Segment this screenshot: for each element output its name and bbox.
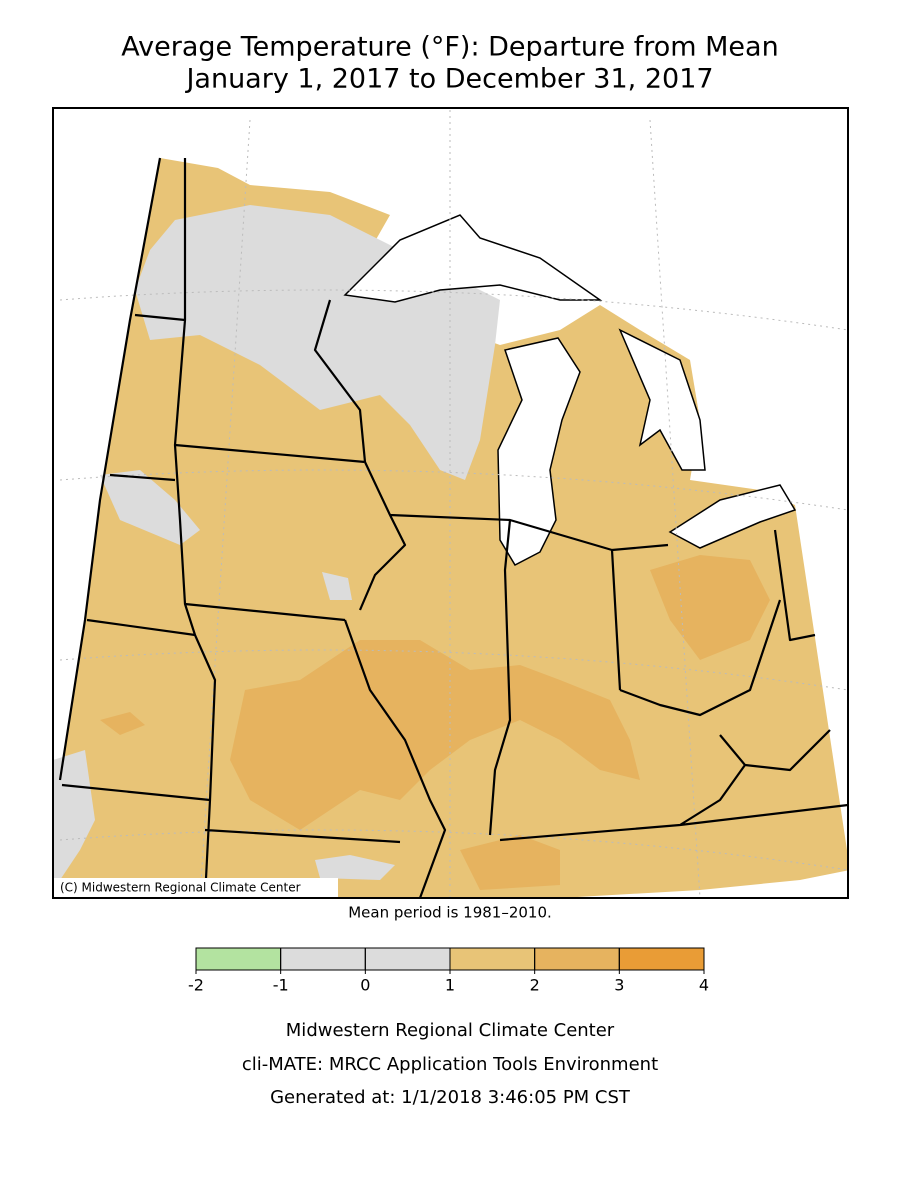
legend-tick-label: -2: [188, 976, 204, 995]
legend-swatch: [534, 947, 620, 971]
lake: [343, 214, 603, 303]
map: (C) Midwestern Regional Climate Center: [52, 107, 849, 899]
legend-tick-label: 2: [530, 976, 540, 995]
legend-tick-label: 1: [445, 976, 455, 995]
footer-line: Midwestern Regional Climate Center: [286, 1020, 615, 1041]
map-frame: [52, 107, 849, 899]
footer-line: Generated at: 1/1/2018 3:46:05 PM CST: [270, 1087, 631, 1108]
lake: [618, 328, 706, 471]
cool-area: [322, 572, 352, 600]
state-border: [58, 157, 848, 898]
legend-tick-label: 3: [614, 976, 624, 995]
title-line: Average Temperature (°F): Departure from…: [121, 32, 778, 63]
legend-tick-label: 0: [360, 976, 370, 995]
warm-area: [230, 640, 640, 830]
lake: [497, 337, 581, 566]
warm-area: [460, 835, 560, 890]
legend-swatch: [364, 947, 451, 971]
credit-box: [54, 878, 338, 897]
cool-area: [100, 470, 200, 545]
legend-swatch: [280, 947, 366, 971]
credit: (C) Midwestern Regional Climate Center: [60, 881, 301, 895]
warm-area: [100, 712, 145, 735]
legend-swatch: [449, 947, 536, 971]
legend-tick-label: -1: [273, 976, 289, 995]
cool-area: [315, 855, 395, 880]
cool-area: [53, 750, 95, 880]
lake: [668, 484, 797, 549]
legend-swatch: [195, 947, 282, 971]
legend: -2 -1 0 1 2 3 4: [188, 947, 709, 995]
legend-tick-label: 4: [699, 976, 709, 995]
footer-line: cli-MATE: MRCC Application Tools Environ…: [242, 1054, 658, 1075]
mean-period-note: Mean period is 1981–2010.: [348, 904, 552, 922]
title-line: January 1, 2017 to December 31, 2017: [184, 64, 713, 95]
legend-swatch: [618, 947, 705, 971]
